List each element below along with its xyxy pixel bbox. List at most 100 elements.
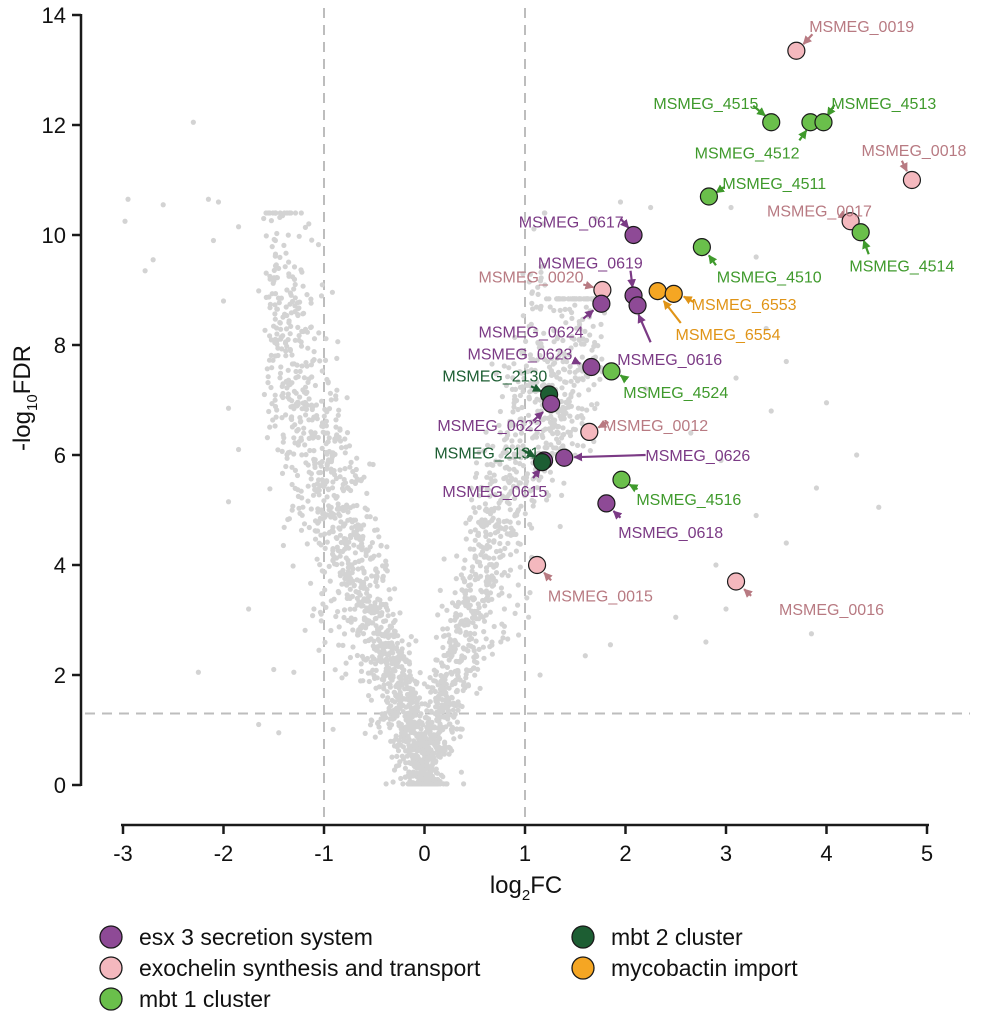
highlighted-points bbox=[527, 41, 922, 591]
background-point bbox=[413, 638, 419, 644]
background-point bbox=[491, 555, 497, 561]
background-point bbox=[595, 343, 601, 349]
background-point bbox=[297, 510, 303, 516]
background-point bbox=[547, 304, 553, 310]
background-point bbox=[411, 722, 417, 728]
x-tick-label: 3 bbox=[720, 841, 732, 866]
background-point bbox=[566, 399, 572, 405]
background-point bbox=[406, 692, 412, 698]
background-point bbox=[310, 404, 316, 410]
background-point bbox=[520, 388, 526, 395]
point-msmeg-0015 bbox=[527, 555, 547, 575]
background-point bbox=[301, 430, 307, 436]
background-point bbox=[279, 470, 286, 476]
background-point bbox=[304, 292, 310, 298]
background-point bbox=[319, 423, 325, 429]
annotation-arrow bbox=[530, 383, 542, 393]
background-point bbox=[377, 642, 383, 649]
background-point bbox=[360, 603, 366, 609]
background-point bbox=[327, 578, 333, 584]
background-point bbox=[336, 642, 342, 648]
background-point bbox=[383, 666, 389, 672]
background-point bbox=[484, 474, 490, 480]
background-point bbox=[465, 648, 471, 654]
background-point bbox=[311, 459, 318, 465]
background-point bbox=[515, 379, 521, 385]
background-point bbox=[531, 434, 537, 440]
background-point bbox=[335, 412, 341, 418]
background-point bbox=[529, 525, 535, 531]
background-point bbox=[506, 365, 512, 371]
background-point bbox=[366, 678, 372, 685]
background-point bbox=[535, 291, 541, 297]
background-point bbox=[663, 529, 669, 535]
background-point bbox=[343, 671, 349, 677]
background-point bbox=[281, 242, 287, 248]
background-point bbox=[453, 576, 459, 582]
background-point bbox=[534, 419, 540, 425]
background-point bbox=[235, 446, 242, 453]
background-point bbox=[515, 406, 521, 413]
background-point bbox=[322, 357, 329, 363]
background-point bbox=[410, 693, 416, 699]
annotation-label: MSMEG_0020 bbox=[479, 269, 584, 286]
background-point bbox=[470, 644, 476, 651]
point-msmeg-4513 bbox=[814, 113, 833, 132]
background-point bbox=[407, 668, 413, 675]
background-point bbox=[330, 479, 336, 485]
background-point bbox=[310, 435, 316, 441]
background-point bbox=[537, 672, 543, 678]
background-point bbox=[302, 627, 308, 633]
background-point bbox=[493, 458, 499, 464]
background-point bbox=[387, 684, 393, 690]
background-point bbox=[369, 654, 375, 660]
background-point bbox=[561, 351, 567, 357]
background-point bbox=[312, 464, 318, 470]
background-point bbox=[195, 669, 201, 675]
background-point bbox=[468, 485, 474, 491]
background-point bbox=[498, 453, 504, 459]
background-point bbox=[306, 221, 312, 227]
background-point bbox=[569, 418, 575, 424]
background-point bbox=[336, 434, 342, 440]
background-point bbox=[295, 312, 301, 319]
background-point bbox=[390, 779, 396, 785]
background-point bbox=[513, 548, 520, 554]
background-point bbox=[325, 430, 331, 436]
background-point bbox=[440, 706, 446, 712]
background-point bbox=[484, 522, 490, 528]
annotation-label: MSMEG_0624 bbox=[479, 324, 584, 341]
background-point bbox=[557, 307, 563, 313]
background-point bbox=[437, 781, 443, 787]
background-point bbox=[294, 401, 300, 407]
background-point bbox=[291, 264, 298, 270]
background-point bbox=[280, 314, 286, 320]
background-point bbox=[278, 364, 284, 370]
background-point bbox=[300, 504, 306, 510]
background-point bbox=[414, 698, 420, 704]
background-point bbox=[554, 429, 560, 435]
background-point bbox=[469, 564, 476, 570]
background-point bbox=[350, 627, 356, 633]
background-point bbox=[283, 412, 289, 418]
background-point bbox=[407, 672, 413, 679]
background-point bbox=[490, 508, 497, 514]
background-point bbox=[338, 519, 344, 525]
background-point bbox=[358, 476, 365, 483]
background-point bbox=[515, 520, 522, 526]
y-tick-label: 4 bbox=[54, 553, 66, 578]
background-point bbox=[326, 435, 332, 441]
background-point bbox=[507, 455, 513, 461]
background-point bbox=[579, 420, 585, 427]
background-point bbox=[392, 617, 398, 624]
background-point bbox=[333, 393, 339, 399]
background-point bbox=[324, 466, 330, 472]
background-point bbox=[454, 603, 460, 610]
background-point bbox=[283, 353, 289, 359]
background-point bbox=[415, 741, 422, 747]
background-point bbox=[385, 613, 391, 619]
background-point bbox=[403, 658, 409, 665]
point-msmeg-0623 bbox=[582, 357, 601, 377]
background-point bbox=[160, 202, 166, 208]
